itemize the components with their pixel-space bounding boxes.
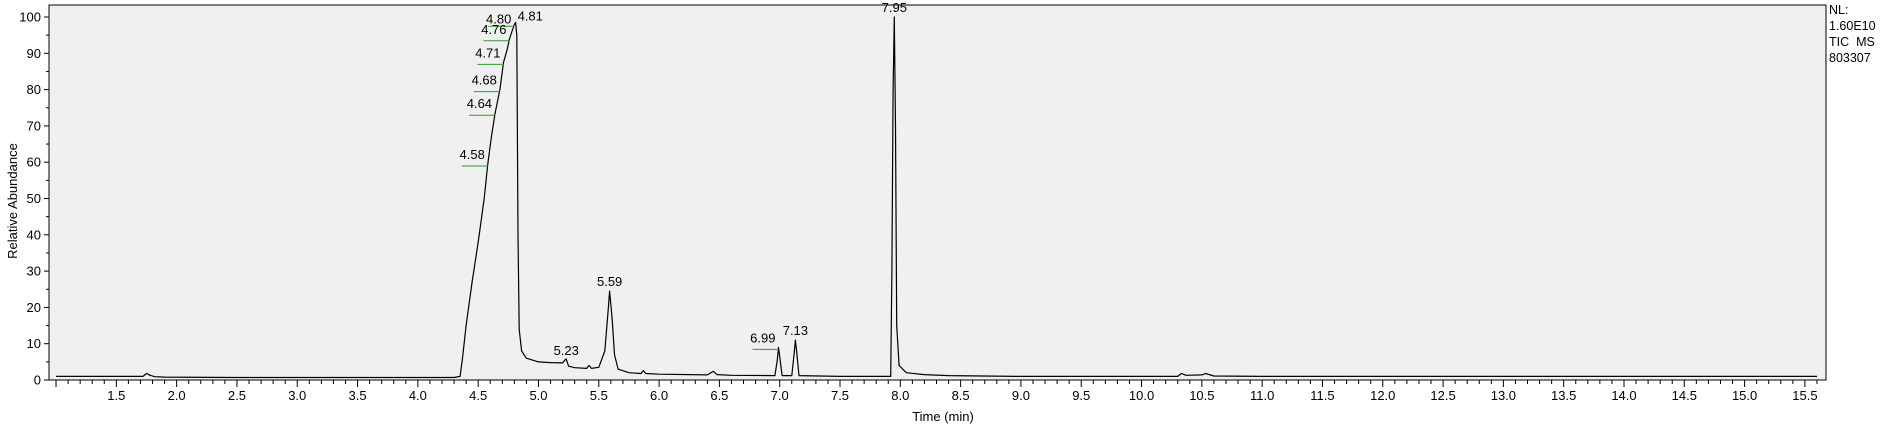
x-tick-label: 5.5 — [590, 388, 608, 403]
y-tick-label: 50 — [27, 191, 41, 206]
x-tick-label: 3.5 — [349, 388, 367, 403]
x-tick-label: 11.0 — [1250, 388, 1274, 403]
info-nl-value: 1.60E10 — [1829, 19, 1876, 33]
x-tick-label: 8.0 — [891, 388, 909, 403]
peak-label: 5.59 — [597, 274, 622, 289]
x-tick-label: 14.0 — [1611, 388, 1636, 403]
x-tick-label: 13.5 — [1551, 388, 1576, 403]
peak-label: 4.81 — [518, 8, 543, 23]
x-tick-label: 6.0 — [650, 388, 668, 403]
plot-area — [48, 4, 1827, 381]
series-layer — [56, 16, 1817, 379]
y-tick-label: 100 — [19, 10, 41, 25]
x-tick-label: 1.5 — [107, 388, 125, 403]
x-tick-label: 14.5 — [1672, 388, 1697, 403]
x-tick-label: 7.5 — [831, 388, 849, 403]
x-tick-label: 4.0 — [409, 388, 427, 403]
y-tick-label: 0 — [34, 373, 41, 388]
info-panel: NL: 1.60E10 TIC MS 803307 — [1829, 3, 1876, 65]
y-tick-label: 70 — [27, 118, 41, 133]
y-tick-label: 90 — [27, 46, 41, 61]
x-tick-label: 12.0 — [1370, 388, 1395, 403]
y-axis: 0 10 20 30 40 50 60 70 80 90 100 — [19, 10, 49, 388]
x-tick-label: 12.5 — [1430, 388, 1455, 403]
x-tick-label: 3.0 — [288, 388, 306, 403]
info-nl-label: NL: — [1829, 3, 1848, 17]
x-tick-label: 6.5 — [710, 388, 728, 403]
peak-label-layer: 4.80 4.81 4.76 4.71 4.68 4.64 4.58 5.23 5.59 6.99… — [460, 0, 907, 358]
peak-label: 4.71 — [475, 45, 500, 60]
x-tick-label: 7.0 — [771, 388, 789, 403]
x-tick-label: 15.5 — [1792, 388, 1817, 403]
x-tick-label: 9.0 — [1012, 388, 1030, 403]
x-tick-label: 10.5 — [1189, 388, 1214, 403]
y-tick-label: 40 — [27, 227, 41, 242]
y-tick-label: 10 — [27, 336, 41, 351]
peak-label: 4.64 — [467, 96, 492, 111]
peak-label: 7.95 — [882, 0, 907, 15]
x-tick-label: 15.0 — [1732, 388, 1757, 403]
peak-label: 7.13 — [783, 323, 808, 338]
info-sample: 803307 — [1829, 51, 1871, 65]
peak-label: 5.23 — [554, 343, 579, 358]
x-tick-label: 11.5 — [1310, 388, 1334, 403]
x-axis-title: Time (min) — [912, 409, 974, 424]
info-trace: TIC MS — [1829, 35, 1875, 49]
peak-label: 4.68 — [472, 73, 497, 88]
y-tick-label: 80 — [27, 82, 41, 97]
y-tick-label: 60 — [27, 155, 41, 170]
y-tick-label: 20 — [27, 300, 41, 315]
x-axis: 1.5 2.0 2.5 3.0 3.5 4.0 4.5 5.0 5.5 6.0 6.5 7.0 7.5 8… — [55, 380, 1818, 403]
peak-label: 6.99 — [750, 330, 775, 345]
x-tick-label: 9.5 — [1072, 388, 1090, 403]
x-tick-label: 8.5 — [952, 388, 970, 403]
x-tick-label: 13.0 — [1491, 388, 1516, 403]
x-tick-label: 5.0 — [529, 388, 547, 403]
peak-label: 4.58 — [460, 147, 485, 162]
x-tick-label: 10.0 — [1129, 388, 1154, 403]
x-tick-label: 2.5 — [228, 388, 246, 403]
y-axis-title: Relative Abundance — [5, 143, 20, 259]
y-tick-label: 30 — [27, 264, 41, 279]
peak-label: 4.80 — [486, 11, 511, 26]
x-tick-label: 2.0 — [168, 388, 186, 403]
peak-label: 4.76 — [481, 22, 506, 37]
x-tick-label: 4.5 — [469, 388, 487, 403]
chromatogram-trace — [56, 16, 1817, 379]
